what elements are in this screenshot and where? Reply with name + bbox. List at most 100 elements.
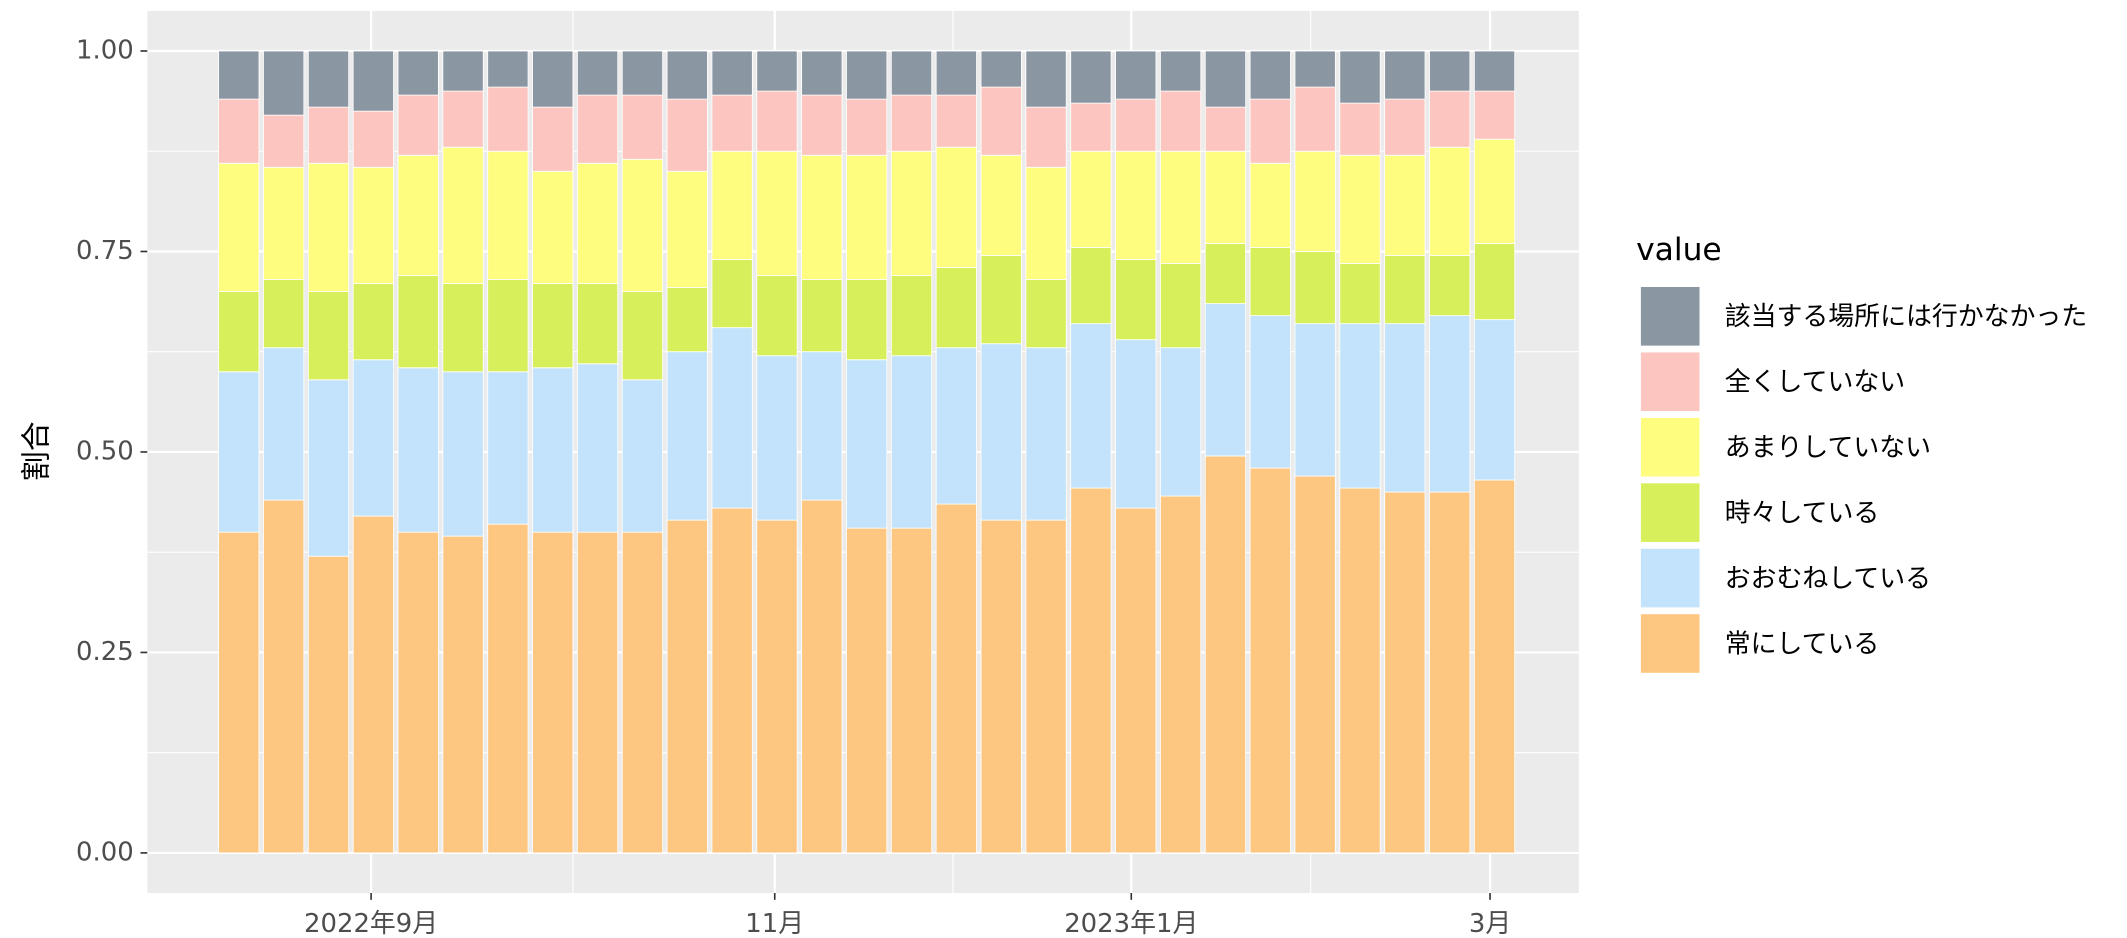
bar-segment [1473,50,1516,92]
bar-segment [801,154,843,280]
bar-segment [1429,491,1471,854]
bar-segment [890,94,933,152]
bar-segment [1204,455,1247,854]
bar-segment [621,94,664,160]
bar-segment [1070,247,1112,325]
bar-segment [576,50,619,96]
bar-segment [263,166,305,280]
y-tick-label: 0.25 [76,637,134,667]
legend-title: value [1636,232,1722,268]
bar-segment [1249,315,1291,469]
bar-segment [980,519,1022,854]
x-tick-label: 2023年1月 [1064,909,1198,938]
bar-segment [1160,347,1202,497]
bar-segment [263,114,305,168]
bar-segment [1115,339,1157,509]
x-tick-label: 11月 [745,909,804,938]
bar-segment [935,347,977,505]
bar-segment [1294,50,1336,88]
x-tick-label: 3月 [1469,909,1511,938]
bar-segment [576,531,619,854]
bar-segment [397,367,439,533]
bar-segment [218,162,260,292]
bar-segment [711,259,753,329]
bar-segment [1294,150,1336,252]
bar-segment [532,367,574,533]
bar-segment [397,50,439,96]
bar-segment [1339,102,1381,156]
bar-segment [442,371,484,537]
bar-segment [1160,90,1202,152]
bar-segment [1339,263,1381,325]
bar-segment [621,158,664,292]
bar-segment [576,94,619,164]
bar-segment [532,170,574,284]
bar-segment [352,110,394,168]
bar-segment [532,283,574,369]
bar-segment [1473,243,1516,321]
bar-segment [352,50,394,112]
legend-label: あまりしていない [1725,433,1931,463]
bar-segment [890,50,933,96]
bar-segment [1384,50,1426,100]
bar-segment [666,287,708,353]
bar-segment [263,279,305,349]
bar-segment [801,94,843,156]
legend-label: 常にしている [1725,629,1880,659]
bar-segment [1204,303,1247,457]
bar-segment [711,150,753,260]
bar-segment [442,50,484,92]
bar-segment [846,527,888,854]
bar-segment [890,275,933,357]
bar-segment [980,154,1022,256]
bar-segment [352,166,394,284]
bar-segment [307,291,350,381]
bar-segment [1429,255,1471,317]
bar-segment [1429,50,1471,92]
bar-segment [666,351,708,521]
bar-segment [711,507,753,854]
bar-segment [621,291,664,381]
bar-segment [846,359,888,529]
bar-segment [1294,323,1336,477]
bar-segment [756,275,798,357]
legend-key [1639,547,1701,609]
bar-segment [1025,106,1067,168]
bar-segment [532,50,574,108]
bar-segment [307,106,350,164]
legend-label: おおむねしている [1725,564,1931,594]
y-tick-label: 1.00 [76,36,134,66]
bar-segment [307,50,350,108]
y-tick-label: 0.75 [76,236,134,266]
bar-segment [935,94,977,148]
bar-segment [666,98,708,172]
bar-segment [801,351,843,501]
bar-segment [1070,50,1112,104]
bar-segment [487,279,529,373]
bar-segment [397,531,439,854]
bar-segment [1249,98,1291,164]
bar-segment [1025,279,1067,349]
bar-segment [935,50,977,96]
bar-segment [1384,323,1426,493]
y-axis-title: 割合 [20,421,55,481]
bar-segment [756,90,798,152]
bar-segment [1339,154,1381,264]
bar-segment [890,527,933,854]
bar-segment [442,90,484,148]
bar-segment [1339,487,1381,854]
bar-segment [1115,259,1157,341]
legend-label: 該当する場所には行かなかった [1725,302,2087,332]
bar-segment [756,519,798,854]
bar-segment [621,379,664,533]
bar-segment [1339,323,1381,489]
legend-key [1639,285,1701,347]
bar-segment [1473,319,1516,481]
bar-segment [1429,146,1471,256]
legend-key [1639,351,1701,413]
bar-segment [576,363,619,533]
bar-segment [1115,507,1157,854]
bar-segment [1249,162,1291,248]
bar-segment [1473,479,1516,854]
